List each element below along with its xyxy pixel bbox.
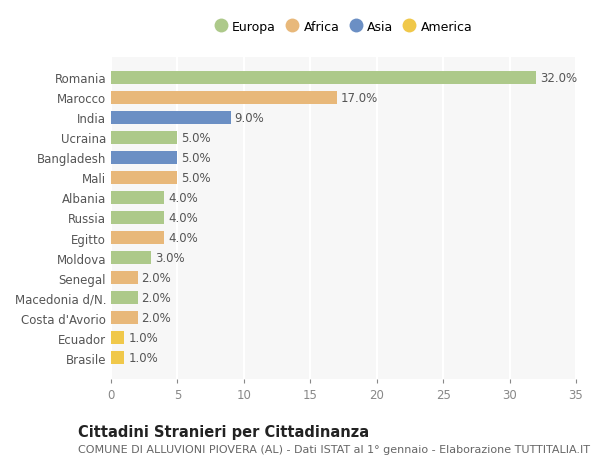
Bar bbox=[111, 152, 178, 164]
Bar bbox=[111, 272, 137, 284]
Bar bbox=[111, 232, 164, 244]
Text: 17.0%: 17.0% bbox=[341, 92, 378, 105]
Text: 4.0%: 4.0% bbox=[168, 191, 198, 205]
Bar bbox=[111, 292, 137, 304]
Text: 4.0%: 4.0% bbox=[168, 231, 198, 245]
Text: 1.0%: 1.0% bbox=[128, 352, 158, 364]
Text: 4.0%: 4.0% bbox=[168, 212, 198, 224]
Text: 32.0%: 32.0% bbox=[540, 72, 577, 84]
Bar bbox=[111, 92, 337, 104]
Text: 2.0%: 2.0% bbox=[142, 291, 172, 304]
Text: 2.0%: 2.0% bbox=[142, 312, 172, 325]
Bar bbox=[111, 192, 164, 204]
Bar bbox=[111, 212, 164, 224]
Text: 5.0%: 5.0% bbox=[181, 132, 211, 145]
Text: 5.0%: 5.0% bbox=[181, 172, 211, 185]
Bar bbox=[111, 252, 151, 264]
Text: 3.0%: 3.0% bbox=[155, 252, 184, 264]
Legend: Europa, Africa, Asia, America: Europa, Africa, Asia, America bbox=[212, 19, 475, 37]
Bar bbox=[111, 312, 137, 324]
Text: 5.0%: 5.0% bbox=[181, 151, 211, 165]
Bar bbox=[111, 132, 178, 144]
Text: 9.0%: 9.0% bbox=[235, 112, 265, 124]
Bar bbox=[111, 72, 536, 84]
Bar bbox=[111, 352, 124, 364]
Text: Cittadini Stranieri per Cittadinanza: Cittadini Stranieri per Cittadinanza bbox=[78, 425, 369, 440]
Text: 2.0%: 2.0% bbox=[142, 271, 172, 285]
Text: COMUNE DI ALLUVIONI PIOVERA (AL) - Dati ISTAT al 1° gennaio - Elaborazione TUTTI: COMUNE DI ALLUVIONI PIOVERA (AL) - Dati … bbox=[78, 444, 590, 454]
Text: 1.0%: 1.0% bbox=[128, 331, 158, 344]
Bar bbox=[111, 172, 178, 184]
Bar bbox=[111, 112, 230, 124]
Bar bbox=[111, 332, 124, 344]
